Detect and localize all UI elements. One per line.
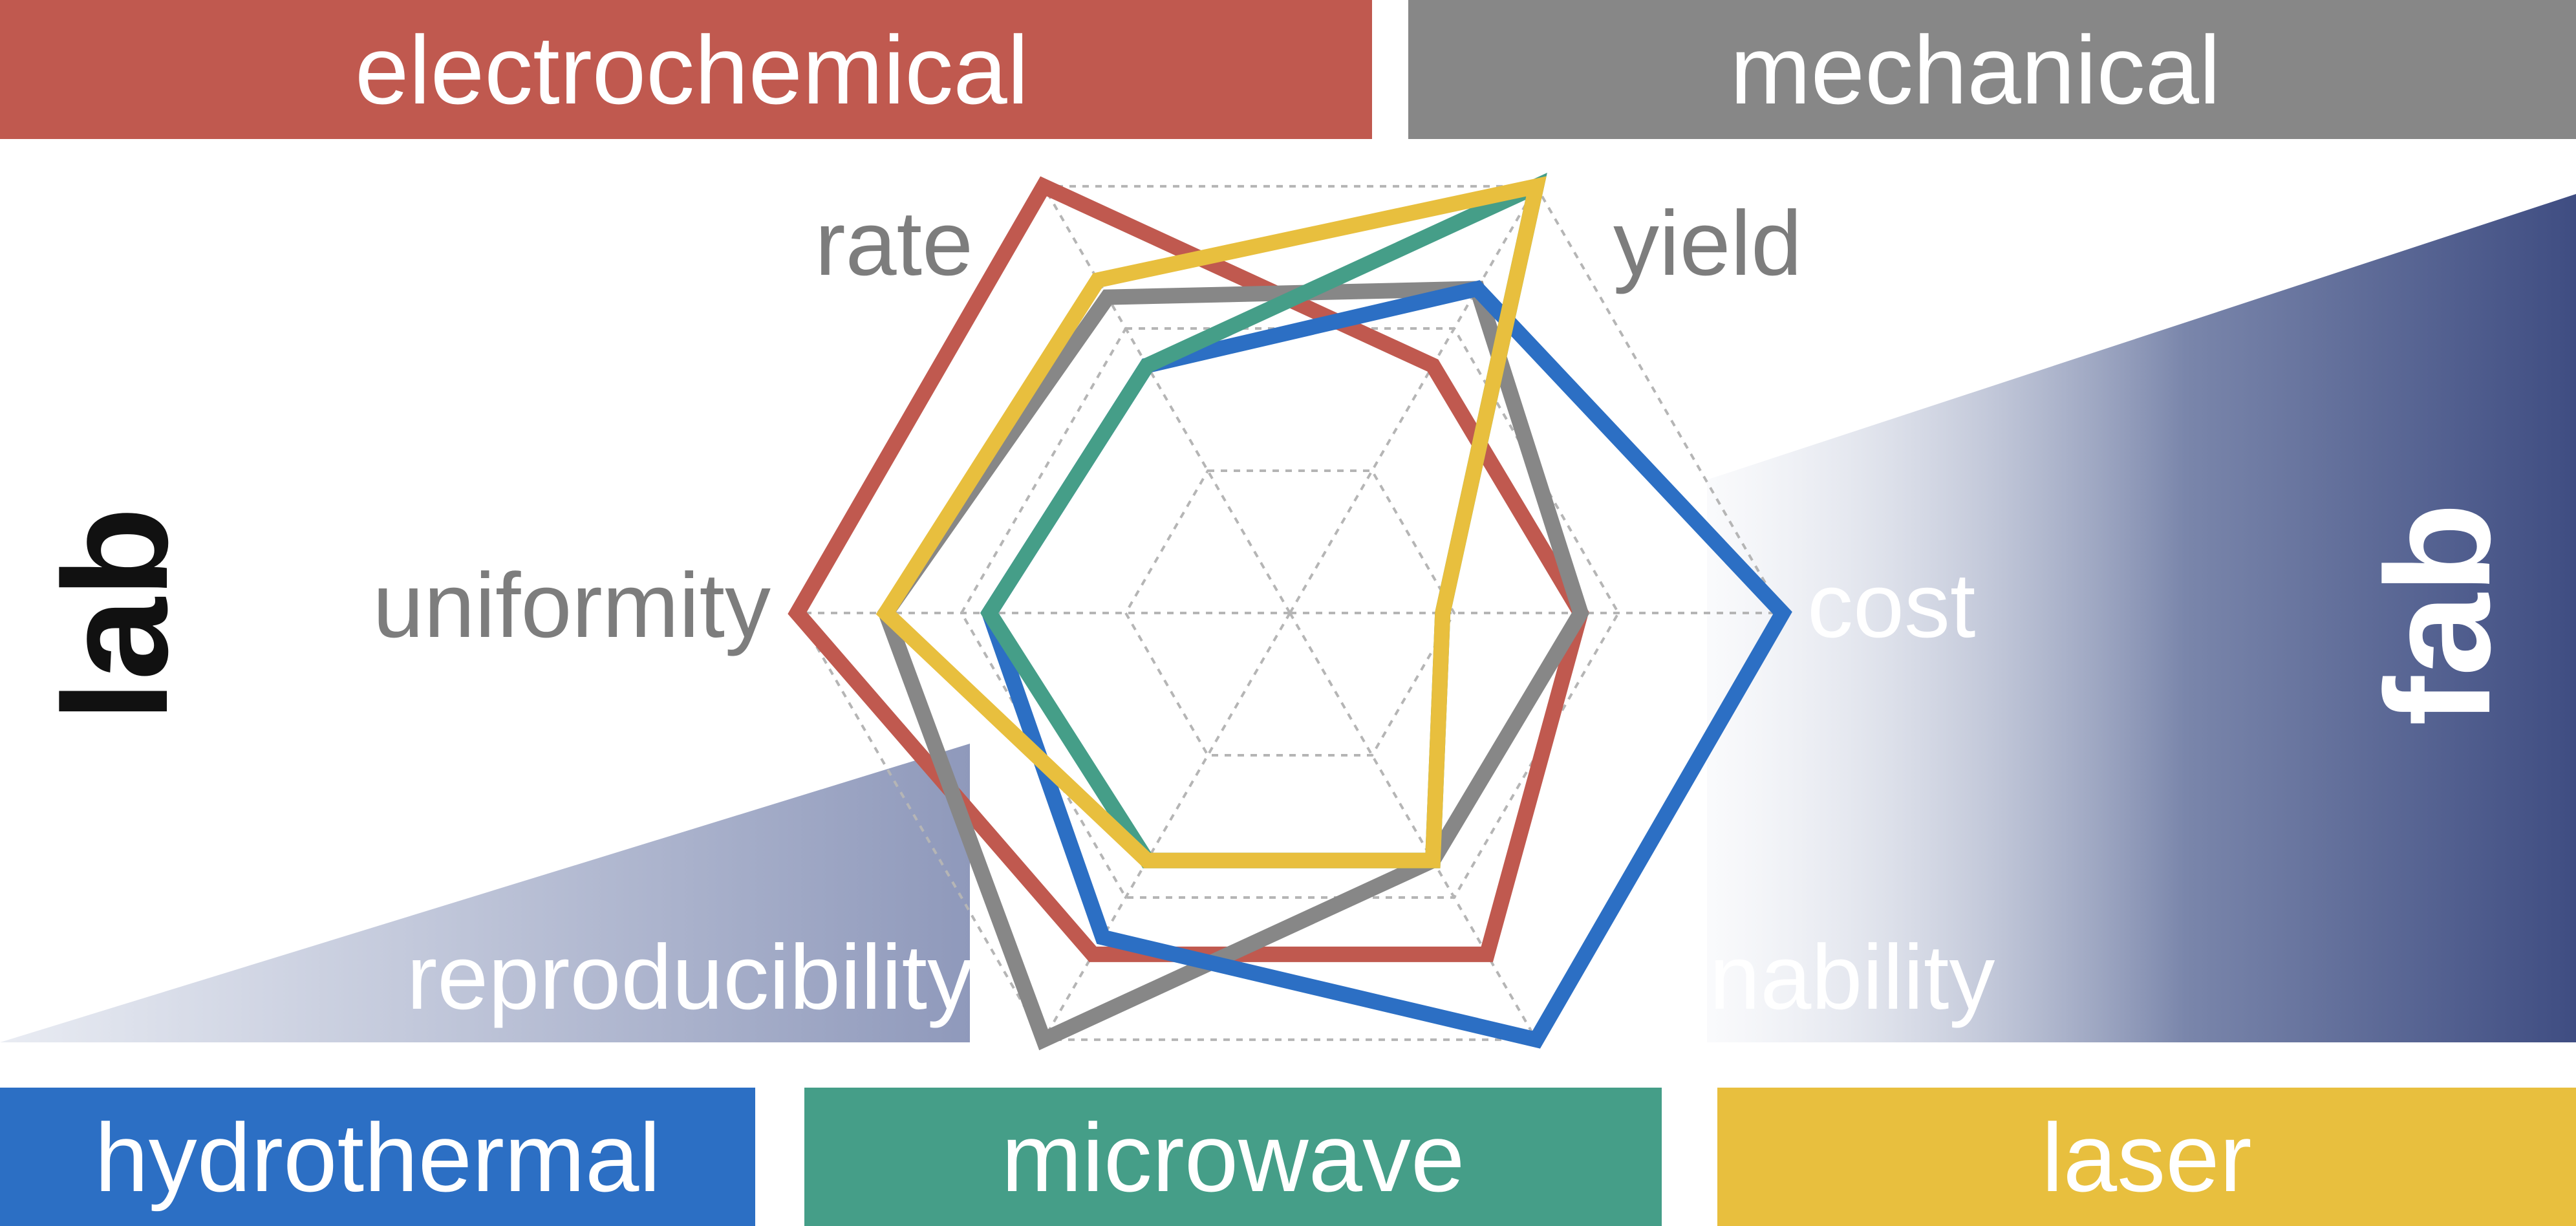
grid-spoke-rate bbox=[1042, 186, 1291, 614]
axis-label-reproducibility: reproducibility bbox=[407, 926, 973, 1029]
fab-label: fab bbox=[2355, 503, 2521, 726]
hydrothermal-bar bbox=[0, 1088, 755, 1226]
mechanical-label: mechanical bbox=[1730, 16, 2221, 124]
grid-ring-1 bbox=[1124, 469, 1456, 757]
series-laser bbox=[875, 176, 1547, 868]
hydrothermal-label: hydrothermal bbox=[94, 1103, 660, 1212]
grid-spoke-reproducibility bbox=[1042, 612, 1291, 1040]
lab-gradient-wedge bbox=[0, 744, 970, 1042]
fab-gradient-wedge bbox=[1707, 194, 2576, 1042]
microwave-label: microwave bbox=[1002, 1103, 1465, 1212]
axis-label-yield: yield bbox=[1613, 192, 1802, 295]
radar-series bbox=[788, 173, 1792, 1051]
laser-bar bbox=[1717, 1088, 2576, 1226]
axis-label-cost: cost bbox=[1807, 554, 1975, 657]
axis-label-tunability: tunability bbox=[1633, 926, 1995, 1029]
laser-label: laser bbox=[2041, 1103, 2251, 1212]
grid-spoke-tunability bbox=[1289, 612, 1538, 1040]
axis-label-rate: rate bbox=[815, 192, 973, 295]
grid-spoke-yield bbox=[1289, 186, 1538, 614]
lab-label: lab bbox=[32, 507, 199, 722]
microwave-bar bbox=[804, 1088, 1662, 1226]
electrochemical-bar bbox=[0, 0, 1372, 139]
series-electrochemical bbox=[788, 176, 1589, 962]
mechanical-bar bbox=[1408, 0, 2576, 139]
electrochemical-label: electrochemical bbox=[355, 16, 1029, 124]
axis-label-uniformity: uniformity bbox=[373, 554, 771, 657]
